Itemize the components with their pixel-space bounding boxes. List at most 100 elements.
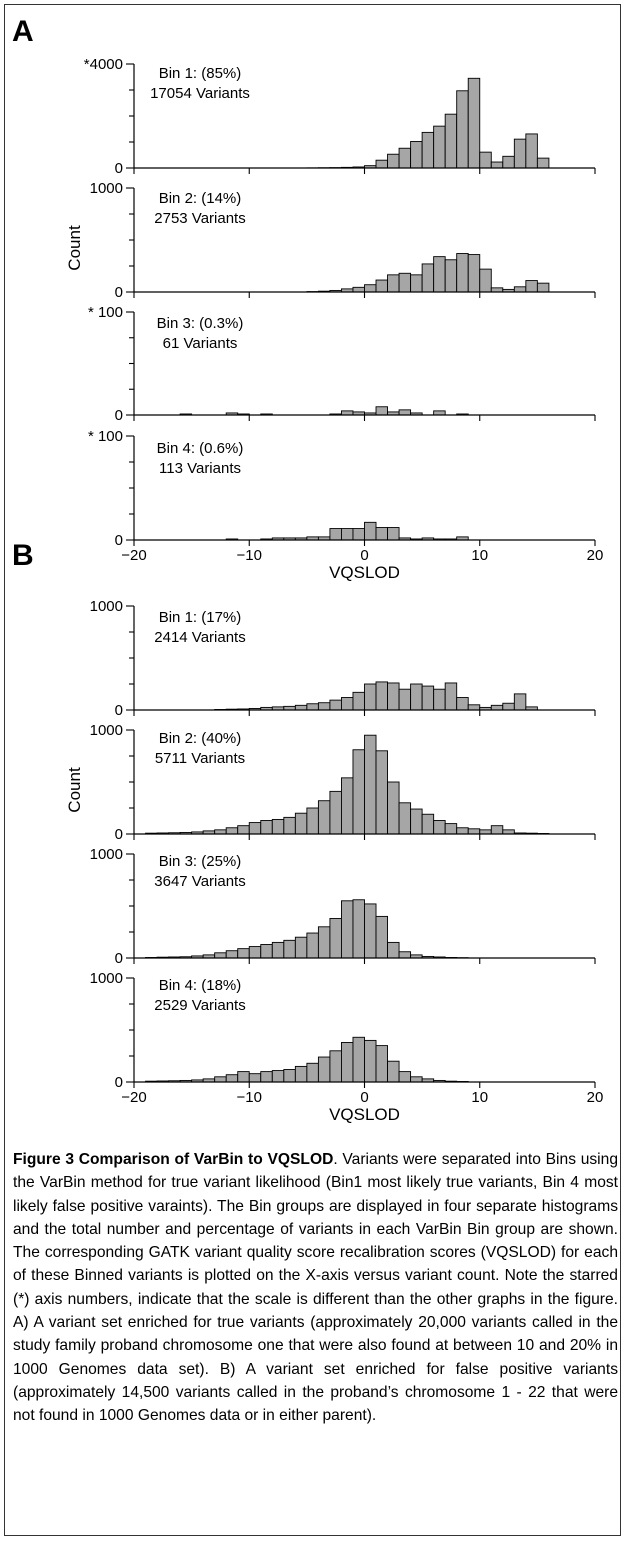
bar <box>294 704 308 711</box>
histogram-a-2: 0 1000 Bin 2: (14%) 2753 Variants Count <box>65 180 596 301</box>
caption-body: . Variants were separated into Bins usin… <box>13 1151 618 1425</box>
x-axis-title: VQSLOD <box>329 563 400 582</box>
bar <box>341 1042 354 1083</box>
bar <box>317 1056 331 1083</box>
bar <box>283 939 296 959</box>
y-axis-title: Count <box>65 225 84 271</box>
bar <box>375 406 388 416</box>
caption-title: Figure 3 Comparison of VarBin to VQSLOD <box>13 1151 334 1168</box>
histogram-b-1: 0 1000 Bin 1: (17%) 2414 Variants <box>90 598 596 719</box>
bar <box>490 287 504 293</box>
bar <box>387 682 400 711</box>
bar <box>467 77 481 169</box>
x-tick-label: 20 <box>587 547 604 564</box>
bar <box>352 691 365 711</box>
variant-count-label: 3647 Variants <box>154 873 245 890</box>
bar <box>456 697 469 711</box>
y-tick-label: 1000 <box>90 722 123 739</box>
variant-count-label: 2529 Variants <box>154 997 245 1014</box>
y-tick-label: 1000 <box>90 846 123 863</box>
y-tick-label: 0 <box>115 826 123 843</box>
y-tick-label: 0 <box>115 950 123 967</box>
y-tick-label: 1000 <box>90 598 123 615</box>
bar <box>364 734 377 835</box>
x-tick-label: −10 <box>237 547 262 564</box>
bar <box>271 941 285 959</box>
bar <box>433 410 446 416</box>
y-tick-label: * 100 <box>88 428 123 445</box>
bar <box>294 812 308 835</box>
bar <box>513 138 527 169</box>
bar <box>306 932 319 959</box>
bar <box>502 829 515 835</box>
y-tick-label: 0 <box>115 160 123 177</box>
histogram-b-2: 0 1000 Bin 2: (40%) 5711 Variants Count <box>65 722 596 843</box>
y-tick-label: *4000 <box>84 56 123 73</box>
variant-count-label: 5711 Variants <box>155 750 245 767</box>
bar <box>375 159 388 169</box>
bar <box>260 944 273 959</box>
bar <box>214 829 227 835</box>
bar <box>294 936 308 959</box>
bar <box>375 750 388 835</box>
bar <box>329 1050 342 1083</box>
x-tick-label: 10 <box>471 1089 488 1106</box>
y-tick-label: 0 <box>115 1074 123 1091</box>
bar <box>387 153 400 169</box>
histogram-b-4: 0 1000 Bin 4: (18%) 2529 Variants −20 −10 0 10 2… <box>90 970 604 1124</box>
bin-label: Bin 1: (17%) <box>159 609 242 626</box>
bin-label: Bin 4: (0.6%) <box>157 440 244 457</box>
variant-count-label: 113 Variants <box>159 460 241 477</box>
bar <box>237 1071 250 1083</box>
bar <box>502 155 515 169</box>
panel-letter-b: B <box>12 539 34 572</box>
y-tick-label: 1000 <box>90 970 123 987</box>
bar <box>352 749 365 835</box>
bar <box>479 829 492 835</box>
y-tick-label: * 100 <box>88 304 123 321</box>
bar <box>398 951 412 959</box>
bar <box>456 827 469 835</box>
bar <box>283 1069 296 1083</box>
bar <box>364 521 377 541</box>
bar <box>329 528 342 541</box>
bar <box>225 827 239 835</box>
bar <box>248 822 262 835</box>
bar <box>329 790 342 835</box>
bar <box>317 702 331 711</box>
bar <box>352 1036 365 1083</box>
bar <box>306 703 319 711</box>
x-tick-label: −20 <box>121 1089 146 1106</box>
bin-label: Bin 2: (40%) <box>159 730 242 747</box>
bar <box>467 828 481 835</box>
bar <box>444 682 458 711</box>
bar <box>536 157 550 169</box>
bar <box>271 1070 285 1083</box>
y-tick-label: 0 <box>115 532 123 549</box>
x-tick-label: 10 <box>471 547 488 564</box>
bar <box>225 950 239 959</box>
bar <box>317 800 331 835</box>
bar <box>248 946 262 959</box>
x-tick-label: 20 <box>587 1089 604 1106</box>
x-tick-label: −20 <box>121 547 146 564</box>
histogram-a-3: 0 * 100 Bin 3: (0.3%) 61 Variants <box>88 304 596 424</box>
bar <box>248 1073 262 1083</box>
bin-label: Bin 3: (25%) <box>159 853 242 870</box>
bar <box>525 280 538 293</box>
bar <box>398 272 412 293</box>
bar <box>375 527 388 541</box>
bar <box>306 807 319 835</box>
bar <box>433 256 446 293</box>
bar <box>364 284 377 293</box>
bar <box>237 948 250 959</box>
bar <box>410 808 423 835</box>
bar <box>375 1045 388 1083</box>
x-tick-label: −10 <box>237 1089 262 1106</box>
bar <box>490 825 504 835</box>
bar <box>294 1065 308 1083</box>
bar <box>271 818 285 835</box>
bar <box>375 681 388 711</box>
bar <box>398 147 412 169</box>
